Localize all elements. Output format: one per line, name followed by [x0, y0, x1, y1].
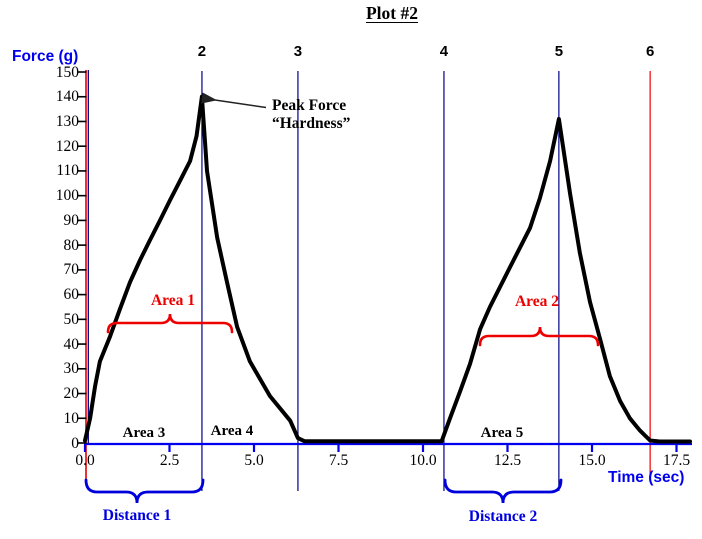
y-tick-label: 60 — [63, 286, 80, 304]
x-tick-label: 10.0 — [409, 452, 437, 469]
distance1-brace — [84, 478, 205, 504]
y-tick-label: 80 — [63, 236, 80, 254]
event-line-label-6: 6 — [645, 43, 655, 60]
distance2-label: Distance 2 — [468, 508, 538, 525]
y-tick-label: 130 — [55, 112, 79, 130]
event-line-label-3: 3 — [293, 43, 303, 60]
force-curve — [83, 94, 692, 444]
event-line-label-4: 4 — [439, 43, 449, 60]
event-line-label-2: 2 — [197, 43, 207, 60]
peak-annotation-arrow — [201, 92, 267, 109]
area1-label: Area 1 — [150, 292, 196, 309]
y-tick-label: 20 — [63, 385, 80, 403]
event-line-label-5: 5 — [554, 43, 564, 60]
page-title: Plot #2 — [365, 3, 419, 23]
y-tick-label: 110 — [56, 162, 79, 180]
distance2-brace — [443, 478, 563, 504]
area1-brace — [106, 313, 234, 334]
area2-brace — [478, 326, 600, 347]
y-tick-label: 120 — [55, 137, 79, 155]
area2-label: Area 2 — [514, 293, 560, 310]
peak-force-annotation: Peak Force “Hardness” — [272, 97, 350, 133]
y-tick-label: 10 — [63, 409, 80, 427]
y-tick-label: 140 — [55, 88, 79, 106]
x-tick-label: 2.5 — [159, 452, 180, 469]
peak-force-annotation-line2: “Hardness” — [272, 115, 351, 132]
y-axis-label: Force (g) — [12, 48, 79, 65]
x-tick-label: 7.5 — [328, 452, 349, 469]
x-tick-label: 15.0 — [578, 452, 606, 469]
area5-label: Area 5 — [480, 425, 524, 441]
peak-force-annotation-line1: Peak Force — [272, 97, 347, 114]
y-tick-label: 70 — [63, 261, 80, 279]
area3-label: Area 3 — [122, 425, 166, 441]
x-tick-label: 12.5 — [493, 452, 522, 469]
event-marker-lines — [201, 71, 651, 491]
y-tick-label: 50 — [63, 310, 80, 328]
area4-label: Area 4 — [210, 423, 254, 439]
x-tick-label: 0.0 — [75, 452, 95, 469]
x-axis-ticks — [83, 444, 678, 452]
y-tick-label: 0 — [71, 434, 79, 452]
distance1-label: Distance 1 — [102, 507, 172, 524]
y-axis-ticks — [78, 71, 87, 444]
x-axis-label: Time (sec) — [608, 469, 685, 486]
y-tick-label: 150 — [55, 63, 79, 81]
y-tick-label: 40 — [63, 335, 80, 353]
y-tick-label: 100 — [55, 187, 79, 205]
x-tick-label: 5.0 — [244, 452, 264, 469]
x-tick-label: 17.5 — [662, 452, 691, 469]
y-tick-label: 30 — [63, 360, 80, 378]
y-tick-label: 90 — [63, 211, 80, 229]
